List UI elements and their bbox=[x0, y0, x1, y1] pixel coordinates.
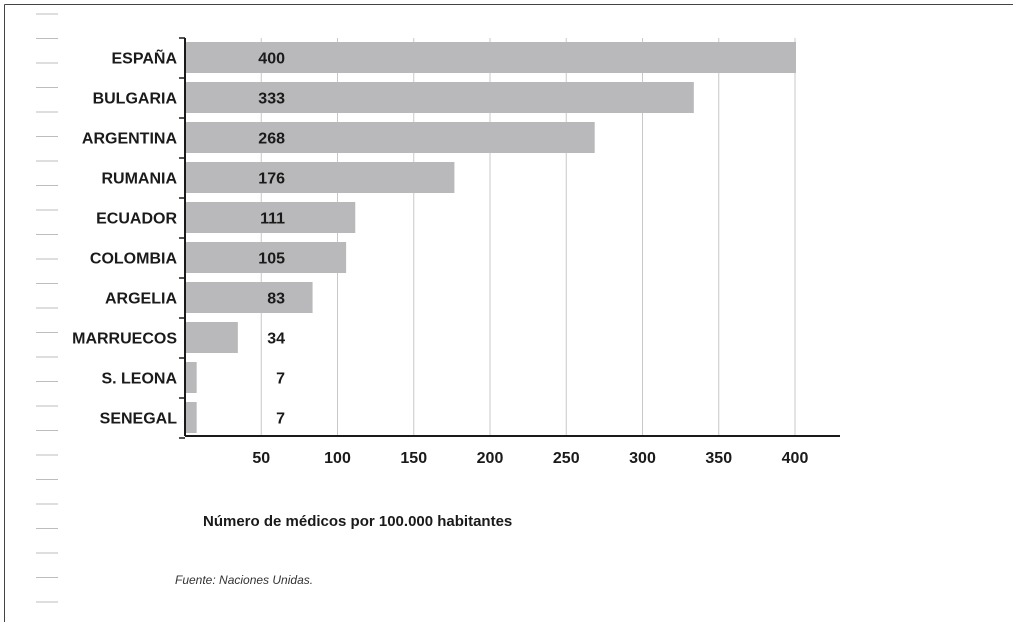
bar bbox=[186, 402, 197, 433]
value-labels: 400 333 268 176 111 105 83 34 7 7 bbox=[258, 51, 285, 428]
bar bbox=[186, 322, 238, 353]
bars bbox=[186, 42, 796, 433]
x-tick-label: 300 bbox=[629, 450, 656, 467]
x-tick-label: 350 bbox=[705, 450, 732, 467]
category-label: RUMANIA bbox=[101, 171, 177, 188]
bar bbox=[186, 202, 356, 233]
x-tick-label: 200 bbox=[477, 450, 504, 467]
x-tick-label: 400 bbox=[782, 450, 809, 467]
bar bbox=[186, 122, 595, 153]
bar bbox=[186, 362, 197, 393]
category-label: COLOMBIA bbox=[90, 251, 178, 268]
category-label: BULGARIA bbox=[93, 91, 178, 108]
value-label: 400 bbox=[258, 51, 285, 68]
value-label: 105 bbox=[258, 251, 285, 268]
x-tick-label: 50 bbox=[252, 450, 270, 467]
chart-frame bbox=[4, 4, 1013, 622]
category-label: ESPAÑA bbox=[112, 48, 178, 68]
value-label: 176 bbox=[258, 171, 285, 188]
bar bbox=[186, 42, 796, 73]
category-labels: ESPAÑA BULGARIA ARGENTINA RUMANIA ECUADOR COL… bbox=[72, 48, 177, 428]
value-label: 7 bbox=[276, 371, 285, 388]
x-tick-label: 150 bbox=[400, 450, 427, 467]
bar bbox=[186, 82, 694, 113]
category-label: SENEGAL bbox=[100, 411, 178, 428]
axes bbox=[179, 37, 840, 439]
x-tick-label: 100 bbox=[324, 450, 351, 467]
value-label: 268 bbox=[258, 131, 285, 148]
category-label: ARGELIA bbox=[105, 291, 177, 308]
margin-rules bbox=[36, 13, 58, 603]
x-axis-label: Número de médicos por 100.000 habitantes bbox=[203, 513, 512, 530]
x-tick-labels: 50 100 150 200 250 300 350 400 bbox=[252, 450, 808, 467]
bar bbox=[186, 162, 455, 193]
category-label: ARGENTINA bbox=[82, 131, 178, 148]
bar bbox=[186, 242, 347, 273]
value-label: 83 bbox=[267, 291, 285, 308]
bar bbox=[186, 282, 313, 313]
category-label: MARRUECOS bbox=[72, 331, 177, 348]
value-label: 7 bbox=[276, 411, 285, 428]
value-label: 333 bbox=[258, 91, 285, 108]
value-label: 111 bbox=[260, 211, 285, 228]
category-label: S. LEONA bbox=[101, 371, 177, 388]
value-label: 34 bbox=[267, 331, 285, 348]
category-label: ECUADOR bbox=[96, 211, 177, 228]
x-tick-label: 250 bbox=[553, 450, 580, 467]
source-note: Fuente: Naciones Unidas. bbox=[175, 573, 313, 587]
